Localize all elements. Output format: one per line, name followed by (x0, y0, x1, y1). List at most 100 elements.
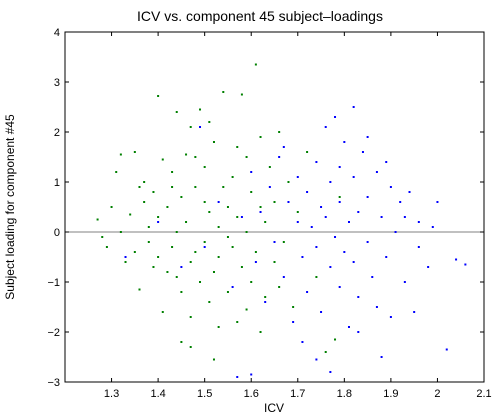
data-point-series-1 (361, 151, 364, 153)
data-point-series-0 (236, 216, 239, 218)
data-point-series-0 (231, 176, 234, 178)
data-point-series-0 (194, 251, 197, 253)
data-point-series-1 (203, 246, 206, 248)
data-point-series-0 (147, 226, 150, 228)
y-tick-label: −1 (47, 277, 60, 289)
data-point-series-0 (245, 308, 248, 311)
data-point-series-0 (147, 241, 150, 243)
data-point-series-1 (389, 186, 392, 188)
data-point-series-1 (315, 161, 318, 163)
data-point-series-1 (250, 373, 253, 376)
x-axis: 1.3 1.4 1.5 1.6 1.7 1.8 1.9 2 2.1 (104, 32, 492, 400)
data-point-series-0 (236, 321, 239, 323)
data-point-series-0 (334, 338, 337, 341)
data-point-series-1 (324, 126, 327, 128)
data-point-series-1 (282, 276, 285, 278)
x-tick-label: 2 (434, 388, 440, 400)
data-point-series-1 (385, 256, 388, 258)
data-point-series-0 (208, 211, 211, 213)
data-point-series-0 (180, 291, 183, 293)
data-point-series-0 (306, 151, 309, 153)
data-point-series-0 (226, 206, 229, 208)
data-point-series-0 (143, 181, 146, 183)
data-point-series-0 (115, 171, 118, 173)
data-point-series-1 (217, 201, 220, 203)
data-point-series-1 (343, 141, 346, 143)
data-point-series-0 (273, 261, 276, 263)
data-point-series-0 (180, 341, 183, 343)
data-point-series-1 (240, 216, 243, 218)
data-point-series-1 (320, 206, 323, 208)
data-point-series-0 (171, 186, 174, 188)
data-point-series-0 (222, 91, 225, 93)
data-point-series-0 (212, 358, 215, 361)
data-point-series-1 (301, 256, 304, 258)
data-point-series-0 (217, 226, 220, 228)
data-point-series-1 (427, 266, 430, 268)
y-tick-label: −3 (47, 377, 60, 389)
data-point-series-1 (399, 201, 402, 203)
data-point-series-1 (380, 356, 383, 358)
data-point-series-1 (306, 191, 309, 193)
data-point-series-1 (417, 221, 420, 223)
data-point-series-1 (329, 266, 332, 268)
data-point-series-1 (445, 348, 448, 351)
data-point-series-1 (329, 181, 332, 183)
data-point-series-1 (375, 306, 378, 308)
data-point-series-0 (315, 276, 318, 278)
data-point-series-0 (208, 301, 211, 303)
data-point-series-0 (175, 111, 178, 113)
y-tick-label: 2 (54, 127, 60, 139)
data-point-series-1 (273, 241, 276, 243)
data-point-series-0 (273, 201, 276, 203)
y-axis: −3 −2 −1 0 1 2 3 4 (47, 27, 484, 389)
data-point-series-0 (124, 261, 127, 263)
data-point-series-0 (324, 351, 327, 353)
data-points (96, 63, 467, 378)
data-point-series-0 (264, 296, 267, 298)
data-point-series-0 (203, 201, 206, 203)
data-point-series-1 (357, 331, 360, 333)
data-point-series-1 (287, 201, 290, 203)
data-point-series-0 (203, 241, 206, 243)
data-point-series-0 (189, 346, 192, 348)
data-point-series-1 (343, 251, 346, 253)
data-point-series-1 (338, 286, 341, 288)
data-point-series-0 (199, 281, 202, 283)
data-point-series-0 (217, 256, 220, 258)
data-point-series-0 (212, 271, 215, 273)
chart-title: ICV vs. component 45 subject–loadings (137, 8, 383, 24)
data-point-series-1 (347, 326, 350, 328)
data-point-series-1 (366, 196, 369, 198)
x-tick-label: 1.8 (337, 388, 352, 400)
x-tick-label: 1.4 (150, 388, 165, 400)
data-point-series-0 (259, 136, 262, 138)
data-point-series-0 (189, 126, 192, 128)
data-point-series-1 (366, 241, 369, 243)
data-point-series-0 (292, 306, 295, 308)
data-point-series-1 (306, 291, 309, 293)
data-point-series-1 (236, 376, 239, 378)
data-point-series-0 (199, 108, 202, 111)
data-point-series-1 (347, 221, 350, 223)
data-point-series-0 (175, 231, 178, 233)
data-point-series-1 (268, 186, 271, 188)
data-point-series-0 (212, 141, 215, 143)
data-point-series-1 (296, 176, 299, 178)
data-point-series-0 (133, 151, 136, 153)
data-point-series-1 (380, 216, 383, 218)
data-point-series-0 (138, 288, 141, 291)
data-point-series-1 (231, 286, 234, 288)
data-point-series-1 (385, 161, 388, 163)
data-point-series-0 (143, 201, 146, 203)
data-point-series-0 (105, 246, 108, 248)
data-point-series-1 (278, 156, 281, 158)
data-point-series-0 (259, 206, 262, 208)
data-point-series-1 (310, 226, 313, 228)
data-point-series-0 (189, 261, 192, 263)
data-point-series-1 (403, 216, 406, 218)
data-point-series-0 (119, 153, 122, 156)
data-point-series-1 (375, 171, 378, 173)
data-point-series-1 (329, 371, 332, 373)
data-point-series-0 (129, 213, 132, 216)
